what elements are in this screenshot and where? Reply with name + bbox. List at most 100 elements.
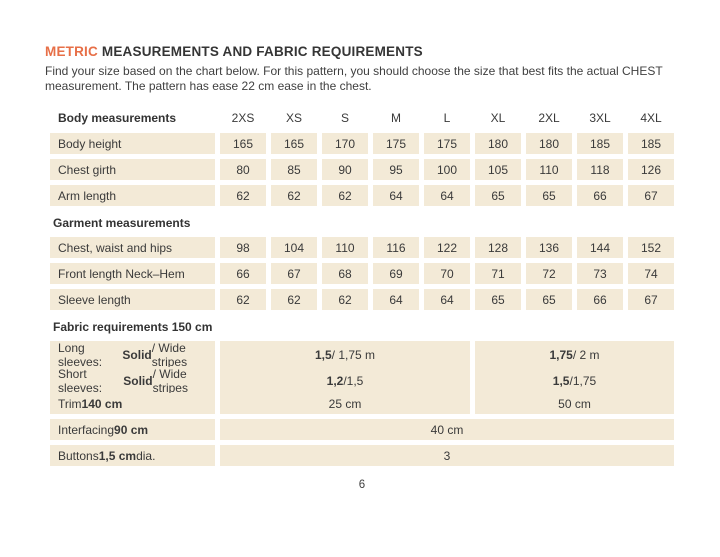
size-value: 175: [424, 133, 470, 154]
size-value: 95: [373, 159, 419, 180]
row-label: Buttons 1,5 cm dia.: [50, 445, 215, 466]
row-label: Interfacing 90 cm: [50, 419, 215, 440]
size-value: 165: [220, 133, 266, 154]
value-bold: 1,2: [326, 374, 344, 388]
table-row-arm-length: Arm length 62 62 62 64 64 65 65 66 67: [50, 185, 674, 206]
size-value: 175: [373, 133, 419, 154]
size-value: 85: [271, 159, 317, 180]
size-value: 68: [322, 263, 368, 284]
table-row-trim: Trim 140 cm 25 cm 50 cm: [50, 393, 674, 414]
size-value: 122: [424, 237, 470, 258]
fabric-requirements-heading: Fabric requirements 150 cm: [53, 320, 213, 334]
table-row-chest-waist-hips: Chest, waist and hips 98 104 110 116 122…: [50, 237, 674, 258]
table-row-short-sleeves: Short sleeves: Solid / Wide stripes 1,2 …: [50, 367, 674, 395]
size-value: 98: [220, 237, 266, 258]
table-row-long-sleeves: Long sleeves: Solid / Wide stripes 1,5 /…: [50, 341, 674, 369]
row-label: Arm length: [50, 185, 215, 206]
size-value: 64: [373, 289, 419, 310]
size-value: 110: [526, 159, 572, 180]
fabric-value-sizes-xl-4xl: 50 cm: [475, 393, 674, 414]
size-value: 62: [271, 185, 317, 206]
row-label: Body height: [50, 133, 215, 154]
table-row-buttons: Buttons 1,5 cm dia. 3: [50, 445, 674, 466]
row-label: Chest girth: [50, 159, 215, 180]
page-title: METRIC MEASUREMENTS AND FABRIC REQUIREME…: [45, 44, 720, 59]
size-header-xs: XS: [285, 110, 302, 125]
value-text: /1,5: [343, 374, 364, 388]
table-row-interfacing: Interfacing 90 cm 40 cm: [50, 419, 674, 440]
table-row-body-height: Body height 165 165 170 175 175 180 180 …: [50, 133, 674, 154]
size-value: 69: [373, 263, 419, 284]
size-header-s: S: [340, 110, 349, 125]
size-value: 128: [475, 237, 521, 258]
table-header-row: Body measurements 2XS XS S M L XL 2XL 3X…: [50, 107, 674, 128]
size-value: 180: [475, 133, 521, 154]
label-text: Short sleeves:: [58, 367, 103, 395]
size-header-4xl: 4XL: [640, 110, 662, 125]
size-value: 62: [322, 289, 368, 310]
size-value: 71: [475, 263, 521, 284]
row-label: Sleeve length: [50, 289, 215, 310]
fabric-value-sizes-xl-4xl: 1,5 /1,75: [475, 367, 674, 395]
intro-line-1: Find your size based on the chart below.…: [45, 64, 663, 78]
fabric-value-all-sizes: 40 cm: [220, 419, 674, 440]
value-text: 25 cm: [328, 396, 362, 411]
label-text: Interfacing: [58, 422, 115, 437]
table-row-front-length: Front length Neck–Hem 66 67 68 69 70 71 …: [50, 263, 674, 284]
size-value: 105: [475, 159, 521, 180]
size-value: 72: [526, 263, 572, 284]
size-value: 136: [526, 237, 572, 258]
label-text: Long sleeves:: [58, 341, 103, 369]
table-row-chest-girth: Chest girth 80 85 90 95 100 105 110 118 …: [50, 159, 674, 180]
value-text: 3: [443, 448, 451, 463]
label-text-bold: Solid: [122, 348, 152, 362]
value-text: /1,75: [569, 374, 597, 388]
size-value: 64: [373, 185, 419, 206]
label-text: / Wide stripes: [152, 367, 188, 395]
size-value: 180: [526, 133, 572, 154]
size-value: 80: [220, 159, 266, 180]
size-value: 64: [424, 289, 470, 310]
title-rest: MEASUREMENTS AND FABRIC REQUIREMENTS: [97, 44, 423, 59]
value-bold: 1,5: [314, 348, 332, 362]
size-header-l: L: [443, 110, 451, 125]
fabric-value-all-sizes: 3: [220, 445, 674, 466]
size-header-xl: XL: [490, 110, 506, 125]
size-value: 165: [271, 133, 317, 154]
row-label: Short sleeves: Solid / Wide stripes: [50, 367, 215, 395]
size-value: 62: [220, 289, 266, 310]
size-value: 66: [220, 263, 266, 284]
size-value: 65: [475, 289, 521, 310]
size-value: 62: [322, 185, 368, 206]
size-value: 185: [628, 133, 674, 154]
size-value: 66: [577, 289, 623, 310]
value-text: 50 cm: [558, 396, 591, 411]
size-value: 185: [577, 133, 623, 154]
value-text: / 2 m: [572, 348, 600, 362]
fabric-value-sizes-2xs-l: 1,2 /1,5: [220, 367, 470, 395]
size-value: 100: [424, 159, 470, 180]
title-accent: METRIC: [45, 44, 98, 59]
header-body-measurements: Body measurements: [58, 110, 177, 125]
size-value: 116: [373, 237, 419, 258]
value-text: / 1,75 m: [331, 348, 376, 362]
size-value: 90: [322, 159, 368, 180]
size-value: 73: [577, 263, 623, 284]
page-number: 6: [358, 479, 366, 491]
size-value: 65: [526, 289, 572, 310]
size-value: 64: [424, 185, 470, 206]
fabric-value-sizes-2xs-l: 1,5 / 1,75 m: [220, 341, 470, 369]
label-text-bold: 140 cm: [81, 396, 123, 411]
measurements-table: Body measurements 2XS XS S M L XL 2XL 3X…: [50, 107, 674, 466]
label-text-bold: 1,5 cm: [98, 448, 137, 463]
size-value: 144: [577, 237, 623, 258]
label-text: Trim: [58, 396, 82, 411]
value-bold: 1,75: [549, 348, 573, 362]
size-value: 66: [577, 185, 623, 206]
size-value: 62: [271, 289, 317, 310]
size-value: 65: [475, 185, 521, 206]
row-label: Front length Neck–Hem: [50, 263, 215, 284]
value-text: 40 cm: [430, 422, 464, 437]
size-header-2xs: 2XS: [231, 110, 255, 125]
value-bold: 1,5: [552, 374, 570, 388]
